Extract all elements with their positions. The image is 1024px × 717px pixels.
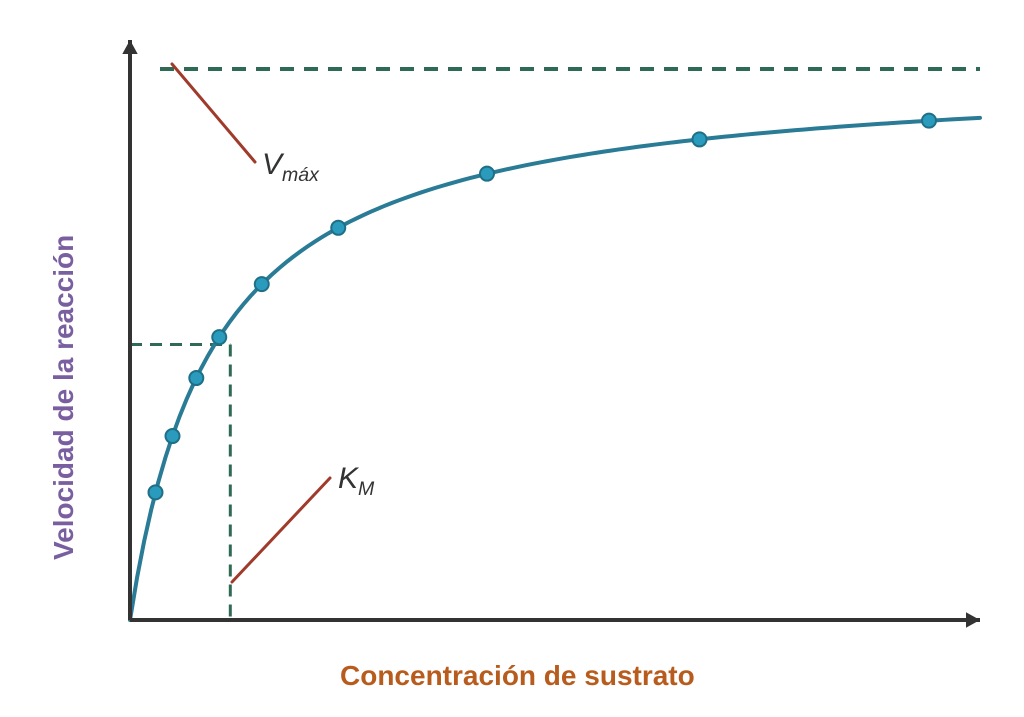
data-marker — [693, 132, 707, 146]
km-annotation: KM — [338, 462, 374, 501]
data-marker — [166, 429, 180, 443]
data-marker — [212, 330, 226, 344]
saturation-curve — [130, 118, 980, 620]
y-axis-label: Velocidad de la reacción — [48, 235, 80, 560]
data-marker — [189, 371, 203, 385]
vmax-annotation: Vmáx — [262, 148, 319, 187]
data-marker — [480, 167, 494, 181]
km-leader-line — [232, 478, 330, 582]
x-axis-arrow — [966, 612, 980, 627]
data-marker — [922, 114, 936, 128]
michaelis-menten-chart: Concentración de sustrato Velocidad de l… — [0, 0, 1024, 717]
vmax-leader-line — [172, 64, 255, 162]
data-marker — [149, 485, 163, 499]
x-axis-label: Concentración de sustrato — [340, 660, 695, 692]
y-axis-arrow — [122, 40, 137, 54]
data-marker — [255, 277, 269, 291]
data-marker — [331, 221, 345, 235]
chart-svg — [0, 0, 1024, 717]
